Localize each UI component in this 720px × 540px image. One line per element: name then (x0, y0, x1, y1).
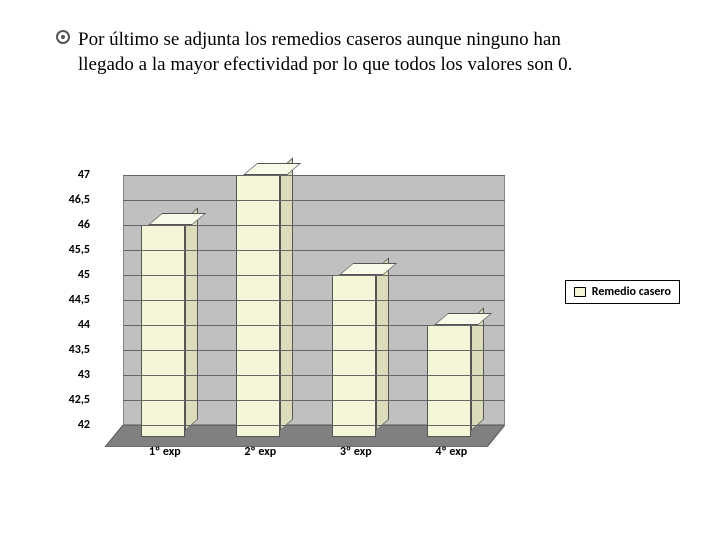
gridline (123, 375, 505, 376)
intro-paragraph: Por último se adjunta los remedios caser… (78, 28, 598, 77)
gridline (123, 225, 505, 226)
y-tick-label: 45 (78, 268, 90, 282)
y-tick-label: 43 (78, 368, 90, 382)
bar-front (141, 225, 185, 437)
gridline (123, 200, 505, 201)
y-tick-label: 45,5 (69, 243, 90, 257)
legend: Remedio casero (565, 280, 680, 304)
bullet-icon (56, 30, 70, 44)
bar-front (427, 325, 471, 437)
x-tick-label: 1º exp (149, 445, 181, 459)
intro-text-block: Por último se adjunta los remedios caser… (78, 28, 598, 77)
y-tick-label: 44,5 (69, 293, 90, 307)
y-tick-label: 46 (78, 218, 90, 232)
gridline (123, 350, 505, 351)
gridline (123, 250, 505, 251)
legend-item: Remedio casero (574, 285, 671, 299)
legend-label: Remedio casero (592, 285, 671, 299)
y-tick-label: 42,5 (69, 393, 90, 407)
y-tick-label: 47 (78, 168, 90, 182)
y-tick-label: 43,5 (69, 343, 90, 357)
gridline (123, 175, 505, 176)
y-tick-label: 46,5 (69, 193, 90, 207)
plot-area (105, 175, 505, 450)
gridline (123, 400, 505, 401)
gridline (123, 425, 505, 426)
y-tick-label: 42 (78, 418, 90, 432)
bar-front (236, 175, 280, 437)
y-tick-label: 44 (78, 318, 90, 332)
gridline (123, 300, 505, 301)
x-tick-label: 3º exp (340, 445, 372, 459)
x-tick-label: 4º exp (435, 445, 467, 459)
bar-side (185, 207, 198, 431)
y-axis: 4242,54343,54444,54545,54646,547 (40, 175, 98, 425)
gridline (123, 275, 505, 276)
bar-side (280, 157, 293, 431)
x-axis-labels: 1º exp 2º exp 3º exp 4º exp (123, 445, 505, 465)
legend-swatch (574, 287, 586, 297)
gridline (123, 325, 505, 326)
chart-container: 42 42,5 43 43,5 44 44,5 45 45,5 46 46,5 47 1º exp 2… (40, 165, 680, 510)
x-tick-label: 2º exp (244, 445, 276, 459)
bar-side (376, 257, 389, 431)
